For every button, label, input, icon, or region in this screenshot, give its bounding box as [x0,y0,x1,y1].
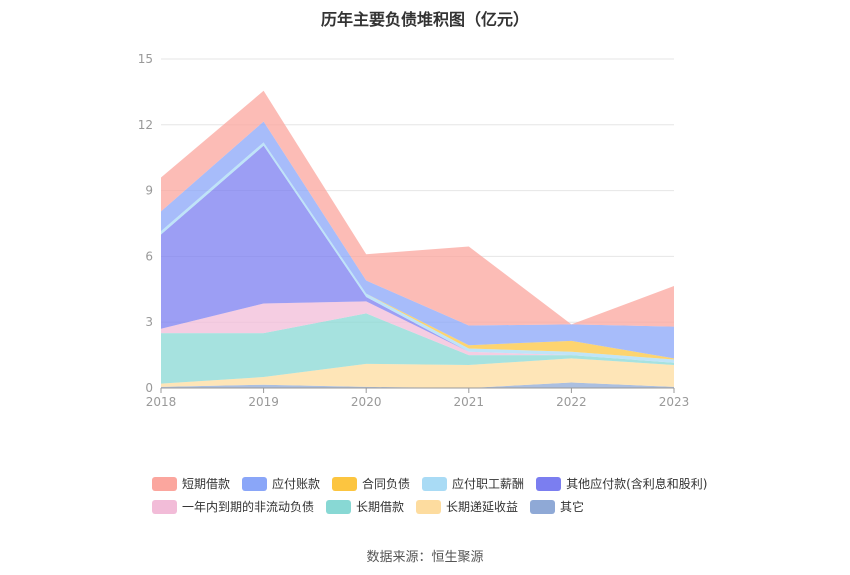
y-tick-label: 15 [138,52,153,66]
legend-swatch [530,499,556,514]
legend-label: 一年内到期的非流动负债 [182,500,315,514]
legend-label: 应付职工薪酬 [452,477,525,491]
x-tick-label: 2020 [351,395,382,409]
area-series-3 [161,301,674,363]
legend-swatch [536,476,562,491]
area-series-0 [161,382,674,388]
data-source: 数据来源：恒生聚源 [366,550,484,565]
legend-swatch [152,499,177,514]
area-series-8 [161,90,674,327]
legend-swatch [416,499,442,514]
legend-item[interactable]: 其他应付款(含利息和股利) [536,475,707,492]
area-series-2 [161,313,674,384]
legend-label: 合同负债 [362,477,411,491]
y-tick-label: 12 [138,118,153,132]
legend-swatch [422,476,448,491]
legend-label: 其他应付款(含利息和股利) [566,477,708,491]
legend-item[interactable]: 其它 [530,498,584,515]
legend-label: 长期借款 [356,500,405,514]
legend-item[interactable]: 合同负债 [332,475,410,492]
area-series-4 [161,145,674,363]
y-tick-label: 3 [145,315,153,329]
legend-item[interactable]: 应付账款 [242,475,320,492]
legend-row-2: 一年内到期的非流动负债 长期借款 长期递延收益 其它 [152,495,752,518]
x-tick-label: 2022 [556,395,587,409]
stacked-area-chart: 0 3 6 9 12 15 2018 2019 2020 2021 2022 2023 [138,52,690,409]
y-tick-label: 9 [145,184,153,198]
legend-label: 应付账款 [272,477,321,491]
legend-item[interactable]: 长期借款 [326,498,404,515]
legend: 短期借款 应付账款 合同负债 应付职工薪酬 其他应付款(含利息和股利) 一年内到期的非流… [152,472,752,518]
y-tick-label: 0 [145,381,153,395]
legend-swatch [152,476,177,491]
legend-item[interactable]: 长期递延收益 [416,498,518,515]
x-tick-label: 2018 [146,395,177,409]
legend-label: 长期递延收益 [446,500,519,514]
legend-row-1: 短期借款 应付账款 合同负债 应付职工薪酬 其他应付款(含利息和股利) [152,472,752,495]
x-tick-label: 2021 [454,395,485,409]
area-series-7 [161,121,674,359]
legend-item[interactable]: 应付职工薪酬 [422,475,524,492]
x-tick-label: 2019 [248,395,279,409]
chart-title: 历年主要负债堆积图（亿元） [320,10,529,29]
legend-swatch [326,499,352,514]
legend-item[interactable]: 短期借款 [152,475,230,492]
area-series [161,90,674,388]
x-tick-label: 2023 [659,395,690,409]
axes: 0 3 6 9 12 15 2018 2019 2020 2021 2022 2023 [138,52,690,409]
legend-label: 其它 [560,500,585,514]
legend-item[interactable]: 一年内到期的非流动负债 [152,498,314,515]
legend-swatch [242,476,268,491]
y-tick-label: 6 [145,249,153,263]
legend-swatch [332,476,358,491]
legend-label: 短期借款 [182,477,231,491]
area-series-1 [161,358,674,388]
